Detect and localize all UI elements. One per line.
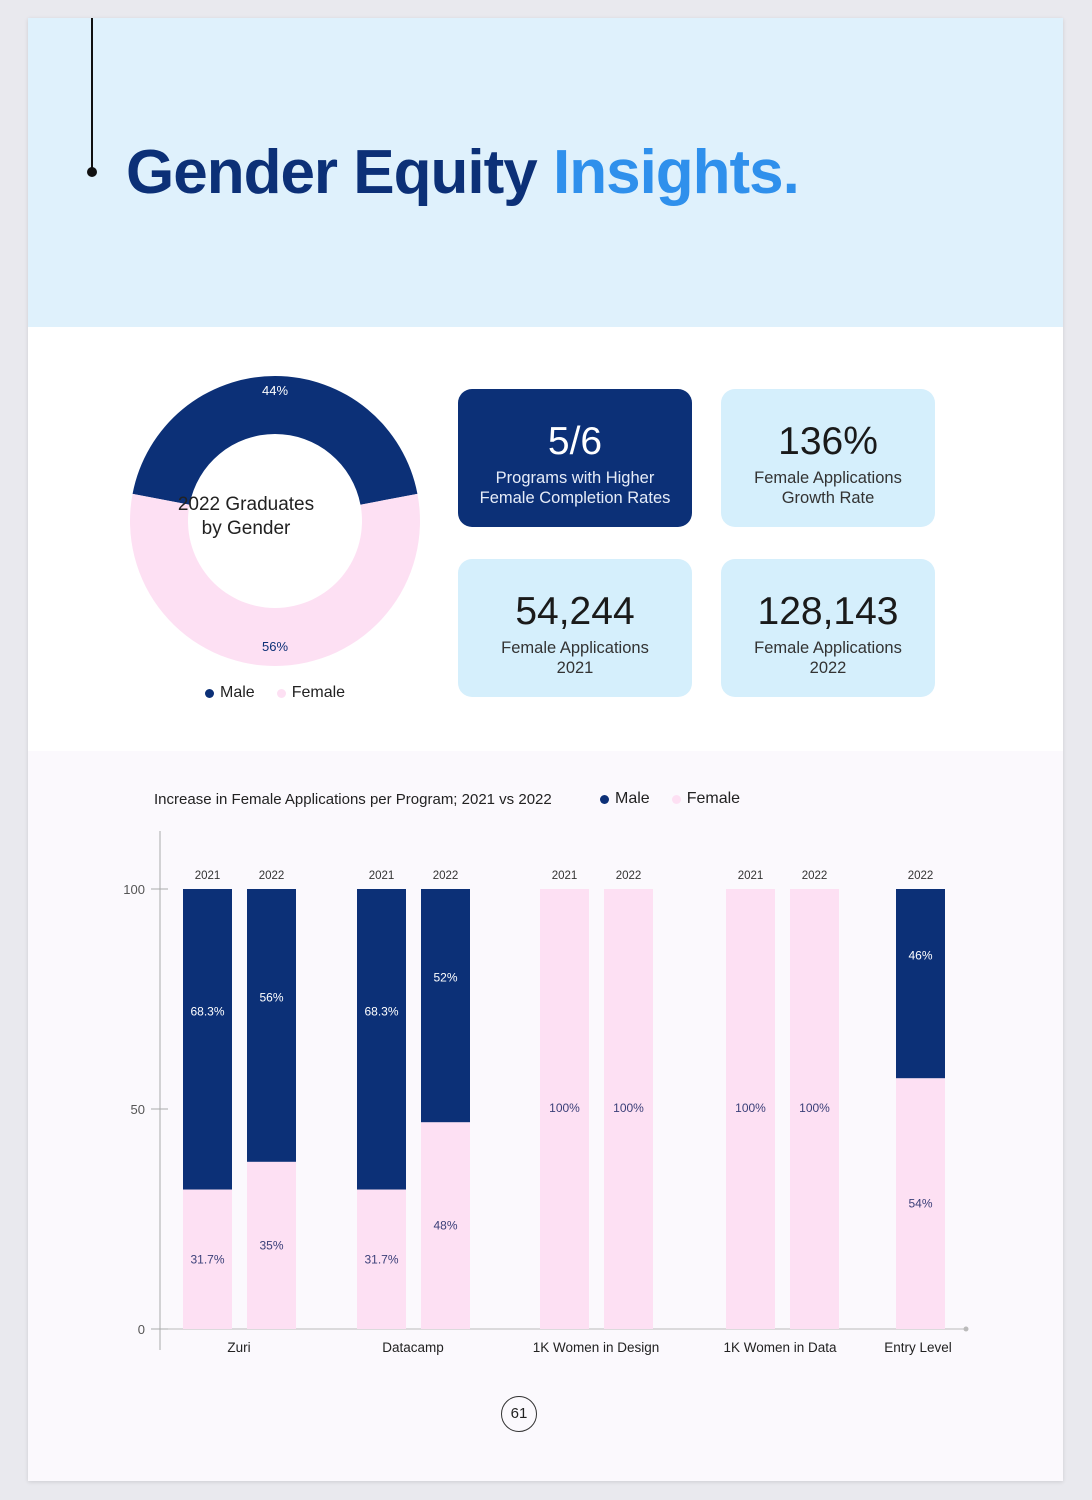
bar-year-label: 2021: [195, 870, 221, 882]
x-category-label: Datacamp: [382, 1340, 444, 1355]
donut-label-male: 44%: [262, 383, 288, 398]
bar-year-label: 2022: [616, 870, 642, 882]
bar-label-female: 100%: [613, 1101, 644, 1115]
bar-segment-female: [421, 1122, 470, 1329]
legend-female-swatch: [276, 688, 286, 698]
legend-male-label: Male: [220, 684, 255, 701]
bar-segment-male: [247, 889, 296, 1162]
donut-slice-male: [132, 376, 418, 505]
bar-label-female: 35%: [259, 1238, 283, 1252]
stat-caption: Female Applications 2021: [458, 638, 692, 678]
page-title: Gender Equity Insights.: [126, 136, 800, 210]
bar-label-female: 54%: [908, 1197, 932, 1211]
bar-label-male: 56%: [259, 990, 283, 1004]
stat-caption-line1: Programs with Higher: [495, 469, 655, 487]
bar-label-male: 68.3%: [364, 1004, 398, 1018]
donut-center-line1: 2022 Graduates: [177, 494, 315, 515]
stat-caption-line2: Growth Rate: [781, 489, 875, 507]
bar-label-female: 100%: [735, 1101, 766, 1115]
x-category-label: 1K Women in Data: [723, 1340, 837, 1355]
x-category-label: 1K Women in Design: [533, 1340, 660, 1355]
bar-label-female: 100%: [799, 1101, 830, 1115]
bar-year-label: 2021: [369, 870, 395, 882]
stat-value: 54,244: [515, 590, 635, 633]
stat-caption-line1: Female Applications: [754, 639, 902, 657]
bar-year-label: 2022: [433, 870, 459, 882]
donut-slice-female: [130, 493, 420, 667]
stat-card-growth: 136% Female Applications Growth Rate: [721, 389, 935, 527]
legend-female-label: Female: [291, 684, 346, 701]
bar-label-female: 48%: [433, 1219, 457, 1233]
decorative-dot: [87, 167, 97, 177]
bar-label-male: 52%: [433, 971, 457, 985]
bar-year-label: 2021: [738, 870, 764, 882]
stat-caption-line2: 2022: [809, 659, 847, 677]
legend-male-swatch: [205, 688, 214, 698]
bar-segment-male: [896, 889, 945, 1079]
stat-caption: Female Applications 2022: [721, 638, 935, 678]
page-number: 61: [501, 1396, 537, 1432]
x-category-label: Zuri: [227, 1340, 250, 1355]
decorative-vertical-line: [91, 18, 93, 172]
bar-label-male: 46%: [908, 949, 932, 963]
bar-label-male: 68.3%: [190, 1004, 224, 1018]
title-part-accent: Insights.: [552, 138, 800, 207]
chart-legend-female-swatch: [671, 794, 681, 804]
bar-segment-male: [421, 889, 470, 1123]
bar-year-label: 2022: [802, 870, 828, 882]
header-band: [28, 18, 1063, 327]
donut-label-female: 56%: [262, 639, 288, 654]
bar-segment-female: [540, 889, 589, 1329]
x-axis-end-dot: [963, 1326, 969, 1332]
bar-year-label: 2022: [259, 870, 285, 882]
donut-legend: Male Female: [205, 684, 345, 702]
stat-card-apps-2021: 54,244 Female Applications 2021: [458, 559, 692, 697]
stat-caption: Programs with Higher Female Completion R…: [458, 468, 692, 508]
bar-label-female: 31.7%: [364, 1252, 398, 1266]
stat-value: 136%: [778, 420, 878, 463]
bar-year-label: 2022: [908, 870, 934, 882]
x-category-label: Entry Level: [884, 1340, 952, 1355]
stat-caption-line1: Female Applications: [501, 639, 649, 657]
donut-center-line2: by Gender: [201, 518, 291, 539]
donut-center-label: 2022 Graduates by Gender: [150, 493, 342, 541]
bar-segment-female: [604, 889, 653, 1329]
stat-value: 128,143: [757, 590, 899, 633]
bar-year-label: 2021: [552, 870, 578, 882]
y-tick-label: 50: [131, 1102, 145, 1117]
bar-segment-female: [183, 1189, 232, 1329]
stat-caption: Female Applications Growth Rate: [721, 468, 935, 508]
bar-segment-female: [790, 889, 839, 1329]
bar-segment-female: [357, 1189, 406, 1329]
stat-value: 5/6: [547, 420, 603, 463]
chart-legend-male-label: Male: [615, 790, 650, 807]
bar-label-female: 100%: [549, 1101, 580, 1115]
stat-card-completion: 5/6 Programs with Higher Female Completi…: [458, 389, 692, 527]
chart-legend-male-swatch: [600, 794, 609, 804]
bar-segment-male: [183, 889, 232, 1190]
y-tick-label: 0: [138, 1322, 145, 1337]
bar-label-female: 31.7%: [190, 1252, 224, 1266]
stat-caption-line2: 2021: [556, 659, 594, 677]
bar-segment-female: [726, 889, 775, 1329]
stat-caption-line2: Female Completion Rates: [479, 489, 671, 507]
bar-segment-female: [247, 1161, 296, 1329]
stat-caption-line1: Female Applications: [754, 469, 902, 487]
bar-segment-male: [357, 889, 406, 1190]
chart-legend-female-label: Female: [686, 790, 741, 807]
bar-segment-female: [896, 1078, 945, 1329]
y-tick-label: 100: [123, 882, 145, 897]
chart-title: Increase in Female Applications per Prog…: [154, 791, 552, 808]
stat-card-apps-2022: 128,143 Female Applications 2022: [721, 559, 935, 697]
title-part-dark: Gender Equity: [126, 138, 538, 207]
chart-legend: Male Female: [600, 790, 740, 808]
